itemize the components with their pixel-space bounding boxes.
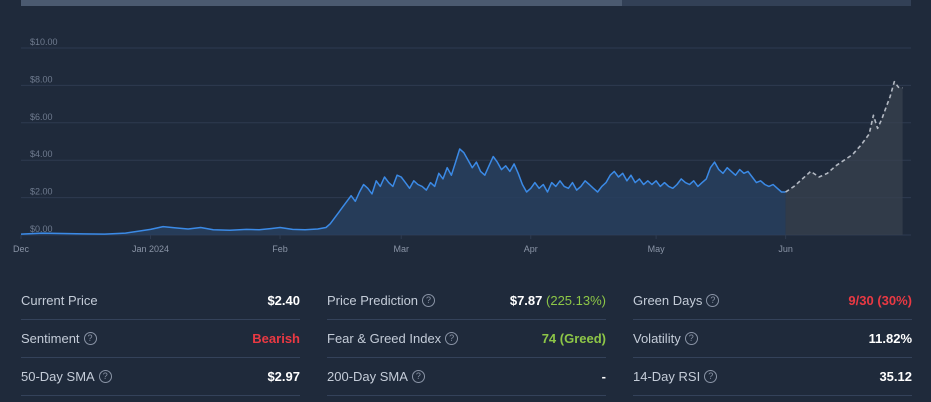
x-tick-label: Feb [272, 244, 288, 254]
stat-label: Green Days? [633, 293, 720, 308]
y-tick-label: $6.00 [30, 112, 53, 122]
stat-value: 11.82% [868, 331, 912, 346]
price-chart: $10.00 $8.00 $6.00 $4.00 $2.00 $0.00 Dec Jan 20… [0, 30, 931, 265]
question-circle-icon[interactable]: ? [411, 370, 425, 383]
range-progress-fill [21, 0, 622, 6]
price-line [20, 148, 786, 235]
stat-label: Fear & Greed Index? [327, 331, 459, 346]
x-tick-label: May [648, 244, 666, 254]
stat-green-days: Green Days? 9/30 (30%) [633, 282, 912, 320]
stat-label: Price Prediction? [327, 293, 436, 308]
stat-value: Bearish [252, 331, 300, 346]
stat-50-day-sma: 50-Day SMA? $2.97 [21, 358, 300, 396]
stat-value: $2.40 [267, 293, 300, 308]
stat-label: 200-Day SMA? [327, 369, 425, 384]
stat-fear-greed-index: Fear & Greed Index? 74 (Greed) [327, 320, 606, 358]
stat-200-day-sma: 200-Day SMA? - [327, 358, 606, 396]
forecast-line [785, 80, 903, 193]
range-progress-bar [21, 0, 911, 6]
question-circle-icon[interactable]: ? [98, 370, 112, 383]
stat-label: Sentiment? [21, 331, 97, 346]
stat-value: $7.87 (225.13%) [509, 293, 606, 308]
price-area [21, 149, 786, 235]
stat-volatility: Volatility? 11.82% [633, 320, 912, 358]
stat-value: $2.97 [267, 369, 300, 384]
stat-value: 74 (Greed) [541, 331, 606, 346]
stat-label: Volatility? [633, 331, 698, 346]
x-tick-label: Dec [13, 244, 30, 254]
question-circle-icon[interactable]: ? [422, 294, 436, 307]
stat-value: 9/30 (30%) [848, 293, 912, 308]
stat-price-prediction: Price Prediction? $7.87 (225.13%) [327, 282, 606, 320]
stats-column-2: Price Prediction? $7.87 (225.13%) Fear &… [327, 282, 606, 396]
question-circle-icon[interactable]: ? [706, 294, 720, 307]
prediction-percent: (225.13%) [546, 293, 606, 308]
y-tick-label: $2.00 [30, 187, 53, 197]
stat-current-price: Current Price $2.40 [21, 282, 300, 320]
forecast-area [785, 81, 903, 235]
x-tick-label: Jan 2024 [132, 244, 169, 254]
stat-sentiment: Sentiment? Bearish [21, 320, 300, 358]
stat-label: Current Price [21, 293, 98, 308]
stats-column-1: Current Price $2.40 Sentiment? Bearish 5… [21, 282, 300, 396]
stats-grid: Current Price $2.40 Sentiment? Bearish 5… [21, 282, 912, 396]
y-tick-label: $10.00 [30, 37, 58, 47]
y-tick-label: $0.00 [30, 224, 53, 234]
stat-value: - [601, 369, 606, 384]
stat-value: 35.12 [879, 369, 912, 384]
question-circle-icon[interactable]: ? [684, 332, 698, 345]
question-circle-icon[interactable]: ? [445, 332, 459, 345]
x-tick-label: Mar [393, 244, 409, 254]
stat-label: 14-Day RSI? [633, 369, 718, 384]
y-tick-label: $8.00 [30, 74, 53, 84]
question-circle-icon[interactable]: ? [704, 370, 718, 383]
question-circle-icon[interactable]: ? [83, 332, 97, 345]
stats-column-3: Green Days? 9/30 (30%) Volatility? 11.82… [633, 282, 912, 396]
y-tick-label: $4.00 [30, 149, 53, 159]
stat-label: 50-Day SMA? [21, 369, 112, 384]
x-tick-label: Apr [524, 244, 538, 254]
x-tick-label: Jun [778, 244, 793, 254]
stat-14-day-rsi: 14-Day RSI? 35.12 [633, 358, 912, 396]
